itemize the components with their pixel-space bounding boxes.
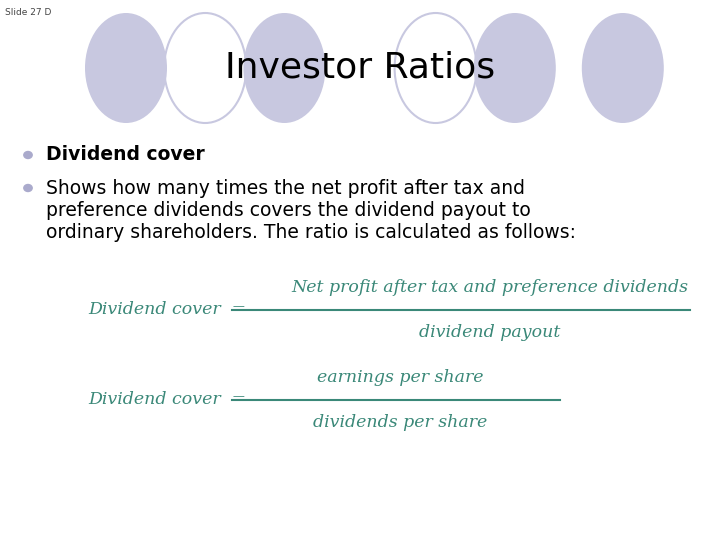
Text: Dividend cover  =: Dividend cover = xyxy=(88,301,246,319)
Text: Shows how many times the net profit after tax and: Shows how many times the net profit afte… xyxy=(46,179,525,198)
Text: preference dividends covers the dividend payout to: preference dividends covers the dividend… xyxy=(46,200,531,219)
Text: Slide 27 D: Slide 27 D xyxy=(5,8,51,17)
Text: Investor Ratios: Investor Ratios xyxy=(225,51,495,85)
Text: Dividend cover  =: Dividend cover = xyxy=(88,392,246,408)
Text: Dividend cover: Dividend cover xyxy=(46,145,204,165)
Text: Net profit after tax and preference dividends: Net profit after tax and preference divi… xyxy=(292,279,688,296)
Ellipse shape xyxy=(23,151,33,159)
Text: dividend payout: dividend payout xyxy=(419,324,561,341)
Text: ordinary shareholders. The ratio is calculated as follows:: ordinary shareholders. The ratio is calc… xyxy=(46,222,576,241)
Ellipse shape xyxy=(474,13,556,123)
Text: earnings per share: earnings per share xyxy=(317,369,483,386)
Ellipse shape xyxy=(85,13,167,123)
Text: dividends per share: dividends per share xyxy=(313,414,487,431)
Ellipse shape xyxy=(243,13,325,123)
Ellipse shape xyxy=(23,184,33,192)
Ellipse shape xyxy=(582,13,664,123)
